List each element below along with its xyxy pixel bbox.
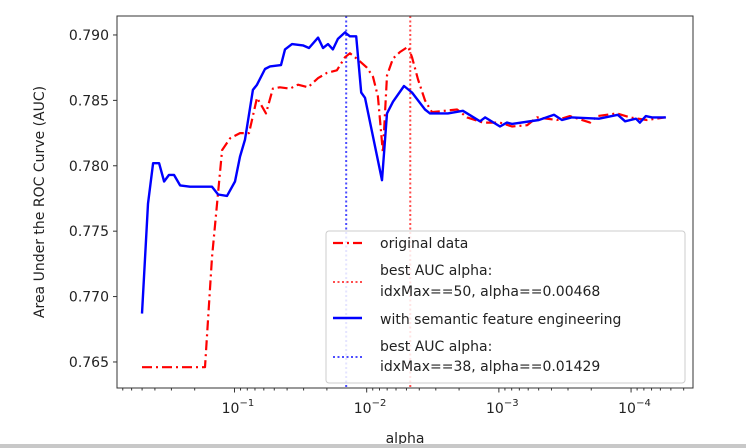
- y-tick-label: 0.770: [69, 290, 109, 306]
- window-bottom-bar: [0, 444, 746, 448]
- legend-label-red-best-1: best AUC alpha:: [380, 263, 492, 279]
- legend: original data best AUC alpha: idxMax==50…: [325, 230, 686, 384]
- x-tick-exponent: −3: [504, 398, 519, 409]
- legend-label-red-best-2: idxMax==50, alpha==0.00468: [380, 284, 600, 300]
- axes-frame: [116, 15, 694, 389]
- x-tick-exponent: −2: [372, 398, 387, 409]
- y-tick-label: 0.785: [69, 93, 109, 109]
- x-tick-label: 10: [222, 401, 240, 417]
- x-tick-label: 10: [354, 401, 372, 417]
- series-line-semantic: [140, 31, 666, 314]
- y-tick-label: 0.775: [69, 224, 109, 240]
- legend-label-semantic: with semantic feature engineering: [380, 312, 621, 328]
- y-axis-label: Area Under the ROC Curve (AUC): [32, 86, 48, 318]
- x-tick-exponent: −4: [636, 398, 651, 409]
- y-tick-label: 0.780: [69, 159, 109, 175]
- legend-box: [325, 230, 686, 384]
- x-axis-label: alpha: [386, 431, 425, 447]
- legend-label-blue-best-2: idxMax==38, alpha==0.01429: [380, 359, 600, 375]
- legend-label-blue-best-1: best AUC alpha:: [380, 339, 492, 355]
- x-tick-label: 10: [486, 401, 504, 417]
- x-tick-exponent: −1: [239, 398, 254, 409]
- y-tick-label: 0.765: [69, 355, 109, 371]
- y-tick-label: 0.790: [69, 28, 109, 44]
- x-tick-label: 10: [618, 401, 636, 417]
- legend-label-original: original data: [380, 236, 468, 252]
